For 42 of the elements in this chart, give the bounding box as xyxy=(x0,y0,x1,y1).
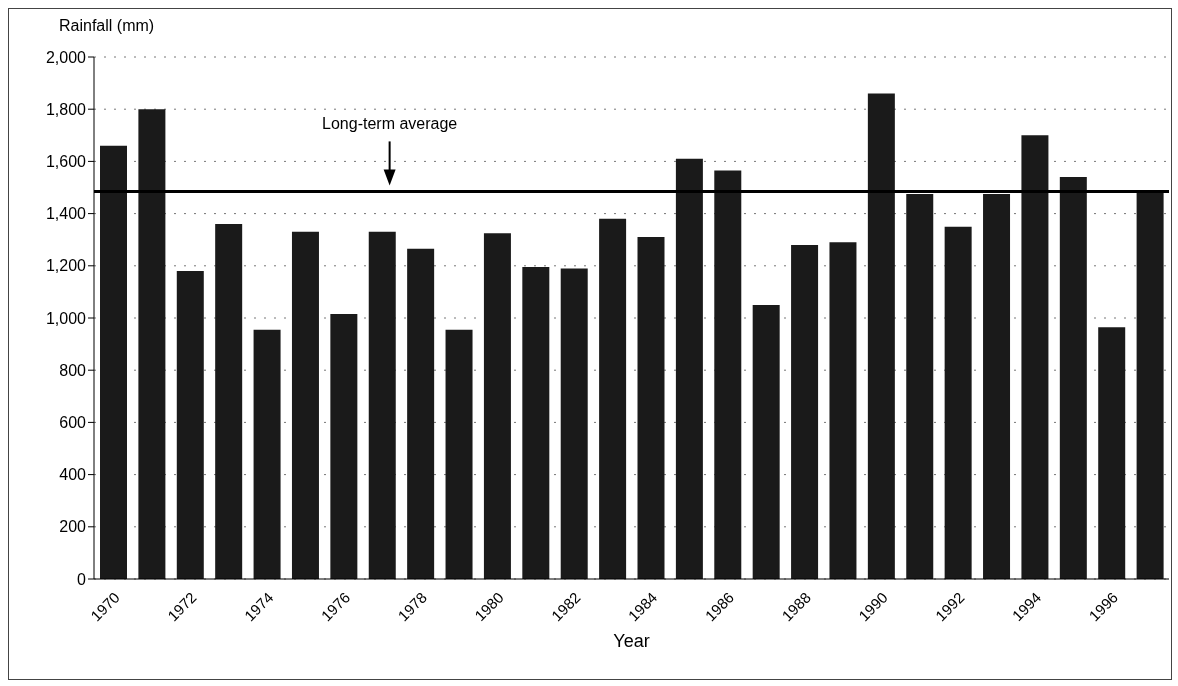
bar xyxy=(1098,327,1126,579)
y-tick-label: 600 xyxy=(59,414,87,432)
y-tick-label: 0 xyxy=(77,570,87,588)
y-tick-label: 400 xyxy=(59,466,87,484)
bar xyxy=(675,158,703,579)
y-tick-label: 2,000 xyxy=(45,48,87,66)
y-tick-label: 800 xyxy=(59,361,87,379)
bar xyxy=(714,170,742,579)
bar xyxy=(138,109,166,579)
bar xyxy=(176,271,204,579)
y-tick-label: 1,600 xyxy=(45,153,87,171)
ref-line-label: Long-term average xyxy=(322,115,458,133)
y-tick-label: 1,000 xyxy=(45,309,87,327)
bar xyxy=(445,329,473,579)
bar xyxy=(1059,177,1087,579)
bar xyxy=(100,145,127,579)
y-tick-label: 1,400 xyxy=(45,205,87,223)
bar xyxy=(1021,135,1049,579)
bar xyxy=(560,268,588,579)
bar xyxy=(752,304,780,579)
bar xyxy=(983,194,1011,579)
x-axis-title: Year xyxy=(613,631,650,651)
bar xyxy=(215,224,243,579)
bar xyxy=(637,237,665,579)
bar xyxy=(483,233,511,579)
bar xyxy=(253,329,281,579)
y-axis-title: Rainfall (mm) xyxy=(59,17,155,35)
bar xyxy=(944,226,972,579)
bar xyxy=(368,231,396,579)
y-tick-label: 200 xyxy=(59,518,87,536)
bar xyxy=(291,231,319,579)
bar xyxy=(407,248,435,579)
y-tick-label: 1,800 xyxy=(45,100,87,118)
bar xyxy=(829,242,857,579)
bar xyxy=(330,314,358,579)
bar xyxy=(1136,190,1164,579)
bar xyxy=(867,93,895,579)
y-tick-label: 1,200 xyxy=(45,257,87,275)
bar xyxy=(906,194,934,579)
bar xyxy=(599,218,627,579)
bar xyxy=(791,244,819,579)
bar xyxy=(522,267,550,579)
